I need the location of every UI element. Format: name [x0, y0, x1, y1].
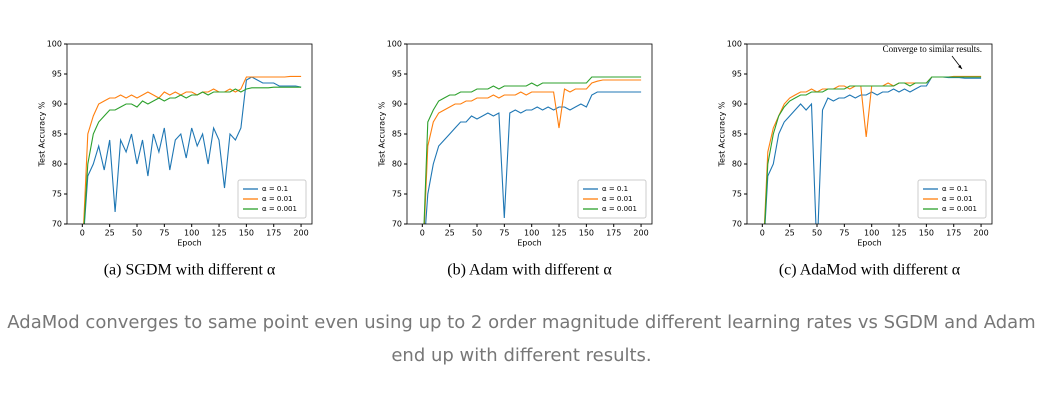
axes-frame [746, 43, 993, 225]
x-axis-label: Epoch [517, 239, 542, 248]
x-tick-label: 0 [760, 229, 765, 238]
x-tick-label: 200 [633, 229, 648, 238]
y-tick-label: 80 [52, 160, 62, 169]
x-tick-label: 50 [812, 229, 822, 238]
x-tick-label: 75 [839, 229, 849, 238]
y-tick-label: 75 [52, 190, 62, 199]
arrow-head [958, 65, 962, 69]
x-tick-label: 0 [80, 229, 85, 238]
x-tick-label: 75 [499, 229, 509, 238]
x-tick-label: 200 [973, 229, 988, 238]
y-tick-label: 85 [392, 130, 402, 139]
x-tick-label: 125 [211, 229, 226, 238]
line-series [83, 76, 302, 224]
line-series [83, 86, 302, 224]
legend-label: α = 0.001 [262, 205, 297, 213]
x-tick-label: 175 [266, 229, 281, 238]
y-tick-label: 95 [732, 70, 742, 79]
y-axis-label: Test Accuracy % [718, 101, 727, 167]
x-tick-label: 25 [445, 229, 455, 238]
x-tick-label: 50 [132, 229, 142, 238]
annotation: Converge to similar results. [883, 44, 982, 54]
axes-frame [66, 43, 313, 225]
y-tick-label: 75 [732, 190, 742, 199]
x-tick-label: 200 [293, 229, 308, 238]
x-tick-label: 100 [524, 229, 539, 238]
x-tick-label: 100 [184, 229, 199, 238]
axes-frame [406, 43, 653, 225]
y-tick-label: 90 [52, 100, 62, 109]
y-tick-label: 70 [52, 220, 62, 229]
x-tick-label: 50 [472, 229, 482, 238]
x-tick-label: 25 [785, 229, 795, 238]
chart-caption: (c) AdaMod with different α [779, 262, 961, 279]
legend-label: α = 0.01 [942, 195, 973, 203]
y-tick-label: 90 [732, 100, 742, 109]
y-tick-label: 75 [392, 190, 402, 199]
y-tick-label: 100 [727, 40, 742, 49]
x-tick-label: 75 [159, 229, 169, 238]
x-tick-label: 150 [239, 229, 254, 238]
y-axis-label: Test Accuracy % [378, 101, 387, 167]
y-tick-label: 80 [392, 160, 402, 169]
legend-label: α = 0.1 [942, 185, 968, 193]
legend-label: α = 0.1 [602, 185, 628, 193]
line-series [83, 75, 302, 224]
y-tick-label: 100 [47, 40, 62, 49]
x-tick-label: 125 [891, 229, 906, 238]
y-tick-label: 95 [392, 70, 402, 79]
x-tick-label: 100 [864, 229, 879, 238]
x-axis-label: Epoch [177, 239, 202, 248]
legend-label: α = 0.01 [262, 195, 293, 203]
line-series [425, 91, 642, 224]
chart-caption: (a) SGDM with different α [104, 262, 276, 279]
y-tick-label: 80 [732, 160, 742, 169]
chart-caption: (b) Adam with different α [447, 262, 612, 279]
legend-label: α = 0.01 [602, 195, 633, 203]
x-tick-label: 125 [551, 229, 566, 238]
legend-label: α = 0.001 [942, 205, 977, 213]
line-series [764, 76, 982, 224]
y-tick-label: 70 [732, 220, 742, 229]
y-tick-label: 100 [387, 40, 402, 49]
figure: 70 75 80 85 90 95 100 0 25 50 75 100 125 150 175 200 Epo… [38, 40, 993, 279]
x-tick-label: 150 [579, 229, 594, 238]
y-tick-label: 95 [52, 70, 62, 79]
figure-caption: AdaMod converges to same point even usin… [7, 312, 1036, 366]
x-tick-label: 0 [420, 229, 425, 238]
y-axis-label: Test Accuracy % [38, 101, 47, 167]
legend-label: α = 0.001 [602, 205, 637, 213]
y-tick-label: 85 [732, 130, 742, 139]
legend-label: α = 0.1 [262, 185, 288, 193]
x-axis-label: Epoch [857, 239, 882, 248]
x-tick-label: 25 [105, 229, 115, 238]
y-tick-label: 85 [52, 130, 62, 139]
line-series [423, 79, 642, 224]
y-tick-label: 90 [392, 100, 402, 109]
x-tick-label: 150 [919, 229, 934, 238]
x-tick-label: 175 [606, 229, 621, 238]
line-series [423, 76, 642, 224]
page: 70 75 80 85 90 95 100 0 25 50 75 100 125 150 175 200 Epo… [7, 39, 1036, 366]
x-tick-label: 175 [946, 229, 961, 238]
y-tick-label: 70 [392, 220, 402, 229]
